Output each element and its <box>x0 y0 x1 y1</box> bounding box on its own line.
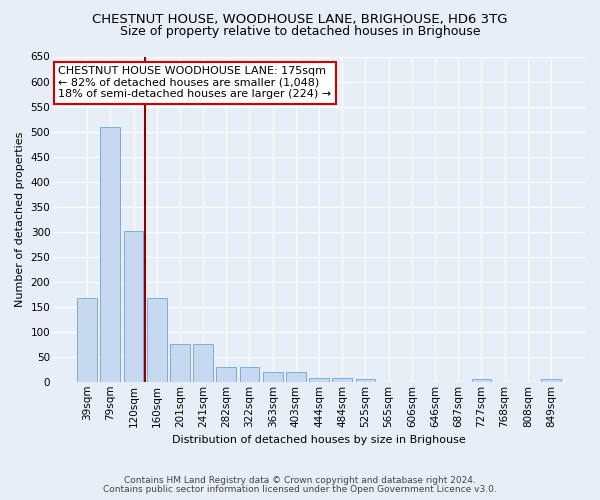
Bar <box>356 380 375 382</box>
Bar <box>472 380 491 382</box>
Bar <box>77 298 97 382</box>
Bar <box>286 372 306 382</box>
Text: Contains public sector information licensed under the Open Government Licence v3: Contains public sector information licen… <box>103 485 497 494</box>
Bar <box>193 344 213 382</box>
Text: CHESTNUT HOUSE, WOODHOUSE LANE, BRIGHOUSE, HD6 3TG: CHESTNUT HOUSE, WOODHOUSE LANE, BRIGHOUS… <box>92 12 508 26</box>
Bar <box>239 367 259 382</box>
Bar <box>541 380 561 382</box>
Bar <box>332 378 352 382</box>
Bar <box>100 126 120 382</box>
Y-axis label: Number of detached properties: Number of detached properties <box>15 132 25 307</box>
Bar <box>217 367 236 382</box>
Bar <box>170 344 190 382</box>
Bar <box>124 230 143 382</box>
X-axis label: Distribution of detached houses by size in Brighouse: Distribution of detached houses by size … <box>172 435 466 445</box>
Text: CHESTNUT HOUSE WOODHOUSE LANE: 175sqm
← 82% of detached houses are smaller (1,04: CHESTNUT HOUSE WOODHOUSE LANE: 175sqm ← … <box>58 66 332 100</box>
Text: Contains HM Land Registry data © Crown copyright and database right 2024.: Contains HM Land Registry data © Crown c… <box>124 476 476 485</box>
Text: Size of property relative to detached houses in Brighouse: Size of property relative to detached ho… <box>120 25 480 38</box>
Bar <box>147 298 167 382</box>
Bar <box>263 372 283 382</box>
Bar <box>309 378 329 382</box>
